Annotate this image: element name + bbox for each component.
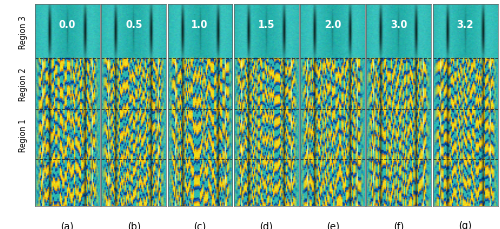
Text: 3.2: 3.2 <box>456 20 473 30</box>
Text: (d): (d) <box>260 220 273 229</box>
Text: (e): (e) <box>326 220 340 229</box>
Text: Region 1: Region 1 <box>19 118 28 151</box>
Text: Region 2: Region 2 <box>19 68 28 101</box>
Text: (g): (g) <box>458 220 472 229</box>
Text: (c): (c) <box>194 220 206 229</box>
Text: 3.0: 3.0 <box>390 20 407 30</box>
Text: 0.5: 0.5 <box>125 20 142 30</box>
Text: (a): (a) <box>60 220 74 229</box>
Text: 0.0: 0.0 <box>59 20 76 30</box>
Text: 1.5: 1.5 <box>258 20 275 30</box>
Text: (f): (f) <box>394 220 404 229</box>
Text: 1.0: 1.0 <box>192 20 208 30</box>
Text: (b): (b) <box>126 220 140 229</box>
Text: 2.0: 2.0 <box>324 20 341 30</box>
Text: Region 3: Region 3 <box>19 15 28 49</box>
